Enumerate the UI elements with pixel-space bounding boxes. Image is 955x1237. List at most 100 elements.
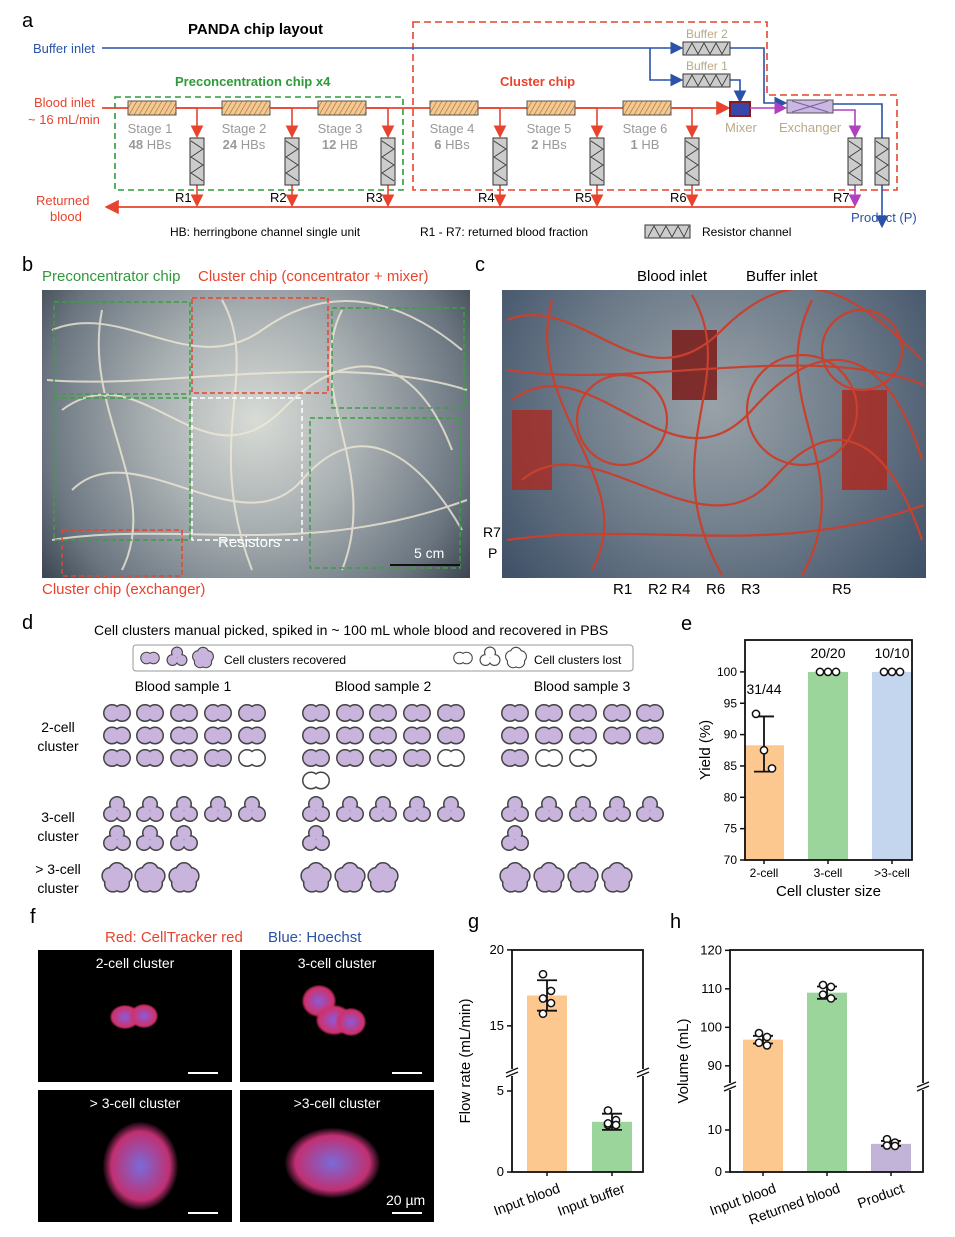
- data-point: [831, 667, 841, 677]
- data-point: [546, 998, 556, 1008]
- resistor-channel: [380, 137, 396, 186]
- multi-cell-cluster-recovered-icon: [499, 862, 531, 893]
- precon-chip-label: Preconcentration chip x4: [175, 74, 331, 89]
- return-label: R5: [575, 190, 592, 205]
- photo-panda-chip-blood: [502, 290, 926, 578]
- exchanger-to-r7-line: [833, 109, 862, 139]
- stage-name: Stage 4: [430, 121, 475, 136]
- axis-break: [505, 1067, 519, 1074]
- two-cell-cluster-recovered-icon: [336, 726, 364, 745]
- x-tick-label: Product: [855, 1180, 906, 1212]
- two-cell-cluster-recovered-icon: [569, 704, 597, 722]
- outlet-label: R5: [832, 581, 852, 598]
- plot-frame: [744, 639, 913, 861]
- outlet-r7: R7: [483, 524, 501, 540]
- buffer2-to-exchanger-line: [730, 47, 788, 110]
- axis-break: [916, 1081, 930, 1088]
- y-tick-label: 5: [497, 1083, 504, 1098]
- three-cell-cluster-recovered-icon: [166, 646, 188, 666]
- three-cell-cluster-recovered-icon: [603, 796, 631, 822]
- x-tick-label: 3-cell: [814, 866, 843, 880]
- two-cell-cluster-recovered-icon: [238, 704, 266, 722]
- diagram-title: PANDA chip layout: [188, 21, 323, 38]
- two-cell-cluster-recovered-icon: [204, 749, 232, 767]
- two-cell-cluster-recovered-icon: [403, 749, 431, 767]
- axis-break: [636, 1067, 650, 1074]
- two-cell-cluster-recovered-icon: [238, 726, 266, 745]
- panel-label-g: g: [468, 911, 479, 933]
- buffer1-to-mixer-line: [730, 79, 747, 104]
- outlet-p: P: [488, 545, 498, 561]
- y-tick-label: 0: [715, 1164, 722, 1179]
- return-label: R4: [478, 190, 495, 205]
- three-cell-cluster-recovered-icon: [336, 796, 364, 822]
- two-cell-cluster-recovered-icon: [136, 749, 164, 767]
- bar-Product: [871, 1143, 911, 1172]
- panel-label-e: e: [681, 613, 692, 635]
- panel-label-a: a: [22, 10, 34, 32]
- stage-hb: 2 HBs: [531, 137, 567, 152]
- stage-name: Stage 2: [222, 121, 267, 136]
- multi-cell-cluster-recovered-icon: [567, 862, 599, 893]
- buffer1-resistor: [682, 73, 731, 88]
- stage-hb: 24 HBs: [223, 137, 266, 152]
- buffer1-line: [649, 48, 684, 87]
- y-axis-label: Volume (mL): [675, 1018, 692, 1103]
- yield-annotation: 10/10: [874, 645, 909, 661]
- multi-cell-cluster-recovered-icon: [101, 862, 133, 893]
- bar->3-cell: [872, 671, 912, 860]
- micrograph-2cell: 2-cell cluster: [38, 950, 232, 1082]
- legend-resistor-icon: [644, 224, 691, 239]
- micrograph-title: >3-cell cluster: [293, 1095, 381, 1111]
- micrograph-title: > 3-cell cluster: [89, 1095, 181, 1111]
- buffer1-label: Buffer 1: [686, 59, 728, 73]
- outlet-label: R2 R4: [648, 581, 691, 598]
- returned-blood-label: Returned: [36, 193, 89, 208]
- x-tick-label: Input buffer: [555, 1180, 627, 1219]
- outlet-label: R6: [706, 581, 726, 598]
- resistor-channel: [684, 137, 700, 186]
- blood-inlet-caption: Blood inlet: [637, 268, 708, 285]
- stage-hb: 12 HB: [322, 137, 358, 152]
- stage-name: Stage 3: [318, 121, 363, 136]
- multi-cell-cluster-recovered-icon: [533, 862, 565, 893]
- cluster-chip-box: [412, 21, 898, 191]
- two-cell-cluster-recovered-icon: [136, 704, 164, 722]
- two-cell-cluster-recovered-icon: [403, 704, 431, 722]
- two-cell-cluster-recovered-icon: [140, 651, 160, 665]
- row-label-2cell: 2-cell: [41, 719, 74, 735]
- buffer2-label: Buffer 2: [686, 27, 728, 41]
- data-point: [754, 1038, 764, 1048]
- x-tick-label: 2-cell: [750, 866, 779, 880]
- panel-label-h: h: [670, 911, 681, 933]
- panel-a-diagram: a PANDA chip layout Preconcentration chi…: [22, 10, 917, 239]
- buffer-inlet-label: Buffer inlet: [33, 41, 95, 56]
- bar-Returned blood: [807, 992, 847, 1172]
- scale-bar: [188, 1072, 218, 1074]
- three-cell-cluster-recovered-icon: [103, 825, 131, 851]
- three-cell-cluster-recovered-icon: [302, 825, 330, 851]
- yield-annotation: 20/20: [810, 645, 845, 661]
- two-cell-cluster-recovered-icon: [369, 726, 397, 745]
- multi-cell-cluster-lost-icon: [505, 646, 527, 669]
- y-tick-label: 100: [700, 1019, 722, 1034]
- y-tick-label: 80: [724, 790, 738, 804]
- row-label-2cell-b: cluster: [37, 738, 79, 754]
- three-cell-cluster-recovered-icon: [103, 796, 131, 822]
- data-point: [538, 969, 548, 979]
- two-cell-cluster-recovered-icon: [501, 704, 529, 722]
- row-label-more: > 3-cell: [35, 861, 81, 877]
- return-label: R7: [833, 190, 850, 205]
- two-cell-cluster-recovered-icon: [302, 704, 330, 722]
- three-cell-cluster-recovered-icon: [238, 796, 266, 822]
- multi-cell-cluster-recovered-icon: [300, 862, 332, 893]
- data-point: [818, 990, 828, 999]
- panel-d-recovery-diagram: d Cell clusters manual picked, spiked in…: [22, 612, 664, 896]
- mixer-label: Mixer: [725, 120, 757, 135]
- stage-name: Stage 5: [527, 121, 572, 136]
- two-cell-cluster-lost-icon: [238, 749, 266, 767]
- return-label: R2: [270, 190, 287, 205]
- micrograph-title: 2-cell cluster: [95, 955, 175, 971]
- buffer-inlet-caption: Buffer inlet: [746, 268, 818, 285]
